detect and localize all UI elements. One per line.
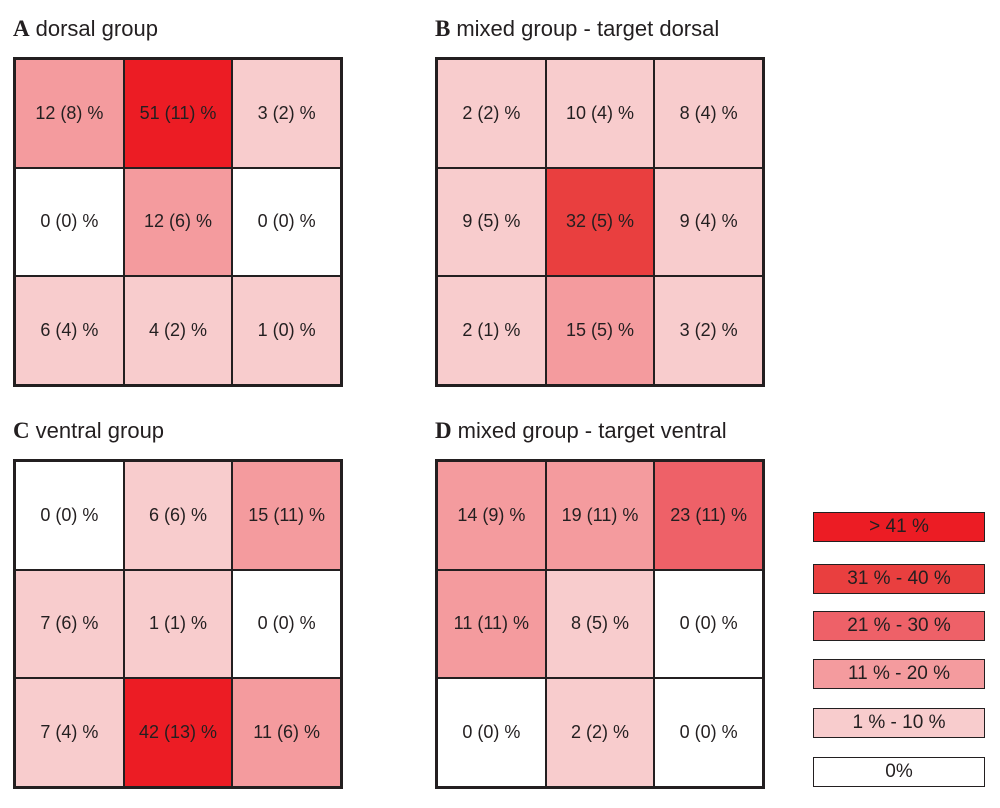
panel-c-cell: 0 (0) %	[15, 461, 124, 570]
panel-d-cell: 23 (11) %	[654, 461, 763, 570]
panel-a-cell: 0 (0) %	[15, 167, 124, 277]
panel-a-cell: 12 (8) %	[15, 59, 124, 168]
legend-item: 11 % - 20 %	[813, 659, 985, 689]
panel-c-cell: 1 (1) %	[123, 569, 233, 679]
panel-a-letter: A	[13, 16, 30, 41]
panel-d-letter: D	[435, 418, 452, 443]
panel-d-cell: 14 (9) %	[437, 461, 546, 570]
legend-item: 1 % - 10 %	[813, 708, 985, 738]
panel-a-cell: 51 (11) %	[123, 59, 233, 168]
panel-b-cell: 10 (4) %	[545, 59, 655, 168]
panel-d-title-text: mixed group - target ventral	[457, 418, 727, 443]
panel-a-cell: 1 (0) %	[232, 276, 341, 385]
panel-d-cell: 2 (2) %	[545, 678, 655, 787]
panel-a-cell: 3 (2) %	[232, 59, 341, 168]
legend-item: 31 % - 40 %	[813, 564, 985, 594]
panel-b-grid: 2 (2) % 10 (4) % 8 (4) % 9 (5) % 32 (5) …	[435, 57, 765, 387]
panel-d-cell: 0 (0) %	[654, 569, 763, 679]
panel-d-cell: 0 (0) %	[654, 678, 763, 787]
legend-item: 21 % - 30 %	[813, 611, 985, 641]
panel-b-cell: 9 (5) %	[437, 167, 546, 277]
panel-c-cell: 6 (6) %	[123, 461, 233, 570]
panel-b-letter: B	[435, 16, 451, 41]
panel-a-cell: 12 (6) %	[123, 167, 233, 277]
panel-b-title-text: mixed group - target dorsal	[456, 16, 720, 41]
panel-c-cell: 15 (11) %	[232, 461, 341, 570]
panel-d-grid: 14 (9) % 19 (11) % 23 (11) % 11 (11) % 8…	[435, 459, 765, 789]
panel-b-cell: 8 (4) %	[654, 59, 763, 168]
panel-a-cell: 0 (0) %	[232, 167, 341, 277]
panel-c-cell: 7 (6) %	[15, 569, 124, 679]
panel-a-cell: 6 (4) %	[15, 276, 124, 385]
panel-b-cell: 32 (5) %	[545, 167, 655, 277]
panel-c-cell: 7 (4) %	[15, 678, 124, 787]
panel-a-title-text: dorsal group	[35, 16, 158, 41]
panel-c-title-text: ventral group	[35, 418, 165, 443]
panel-b-cell: 3 (2) %	[654, 276, 763, 385]
panel-b-cell: 15 (5) %	[545, 276, 655, 385]
panel-c-cell: 11 (6) %	[232, 678, 341, 787]
panel-b-cell: 2 (1) %	[437, 276, 546, 385]
panel-d-cell: 0 (0) %	[437, 678, 546, 787]
panel-b-cell: 9 (4) %	[654, 167, 763, 277]
panel-c-cell: 42 (13) %	[123, 678, 233, 787]
panel-d-cell: 19 (11) %	[545, 461, 655, 570]
legend-item: > 41 %	[813, 512, 985, 542]
legend-item: 0%	[813, 757, 985, 787]
panel-d-cell: 11 (11) %	[437, 569, 546, 679]
panel-c-cell: 0 (0) %	[232, 569, 341, 679]
panel-a-cell: 4 (2) %	[123, 276, 233, 385]
panel-d-cell: 8 (5) %	[545, 569, 655, 679]
panel-a-grid: 12 (8) % 51 (11) % 3 (2) % 0 (0) % 12 (6…	[13, 57, 343, 387]
panel-b-cell: 2 (2) %	[437, 59, 546, 168]
panel-c-letter: C	[13, 418, 30, 443]
panel-c-grid: 0 (0) % 6 (6) % 15 (11) % 7 (6) % 1 (1) …	[13, 459, 343, 789]
